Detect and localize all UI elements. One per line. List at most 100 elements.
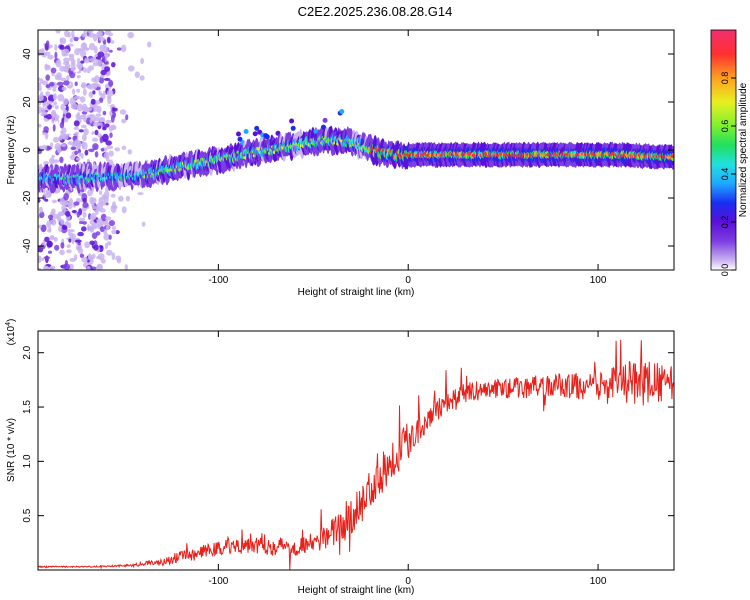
noise-blob	[82, 221, 87, 225]
noise-blob	[102, 46, 109, 53]
noise-blob	[66, 249, 72, 254]
noise-blob	[92, 137, 99, 142]
noise-blob	[97, 51, 105, 58]
noise-blob	[63, 263, 70, 270]
noise-blob	[79, 253, 85, 259]
noise-blob	[106, 210, 113, 217]
noise-blob	[90, 98, 96, 105]
noise-blob	[59, 121, 65, 129]
noise-blob	[46, 240, 53, 248]
noise-blob	[38, 206, 43, 213]
ridge-scatter	[237, 136, 243, 142]
noise-blob	[49, 81, 55, 87]
noise-blob	[81, 103, 88, 112]
noise-blob	[65, 210, 71, 217]
noise-blob	[43, 256, 51, 260]
noise-blob	[44, 192, 51, 199]
colorbar-tick-label: 0.2	[720, 216, 730, 229]
noise-blob	[94, 129, 99, 136]
snr-scale-exp: 4	[5, 322, 12, 326]
noise-blob	[48, 250, 52, 254]
noise-blob	[60, 242, 65, 249]
noise-blob	[53, 101, 57, 106]
noise-blob	[100, 258, 106, 264]
noise-blob	[44, 101, 50, 107]
noise-blob	[50, 67, 57, 74]
noise-blob	[38, 85, 42, 92]
snr-xlabel: Height of straight line (km)	[298, 585, 415, 596]
noise-blob	[42, 239, 46, 247]
noise-blob	[42, 132, 47, 136]
noise-blob	[70, 68, 76, 72]
noise-blob	[82, 197, 87, 204]
noise-blob	[38, 224, 42, 229]
noise-blob	[124, 264, 128, 270]
noise-blob	[84, 241, 90, 249]
noise-blob	[108, 79, 114, 87]
noise-blob	[108, 150, 114, 157]
noise-blob	[82, 134, 87, 142]
noise-blob	[38, 94, 44, 101]
noise-blob	[127, 32, 135, 39]
noise-blob	[61, 204, 67, 211]
noise-blob	[50, 109, 57, 118]
svg-text:(x104): (x104)	[5, 319, 17, 346]
noise-blob	[57, 146, 62, 154]
noise-blob	[74, 239, 82, 243]
noise-blob	[80, 83, 87, 88]
noise-blob	[86, 114, 94, 119]
snr-scale-close: )	[6, 319, 17, 322]
noise-blob	[94, 151, 99, 158]
noise-blob	[45, 40, 50, 46]
noise-blob	[55, 59, 62, 68]
noise-blob	[39, 211, 45, 219]
noise-blob	[76, 103, 84, 112]
noise-blob	[107, 37, 111, 44]
noise-blob	[47, 228, 52, 233]
snr-ylabel: SNR (10 * v/v)	[6, 418, 17, 482]
noise-blob	[112, 107, 118, 112]
noise-blob	[62, 134, 69, 140]
colorbar-tick-label: 0.0	[720, 264, 730, 277]
noise-blob	[52, 213, 60, 219]
noise-blob	[82, 202, 89, 208]
noise-blob	[60, 103, 66, 111]
noise-blob	[102, 110, 107, 116]
noise-blob	[59, 156, 64, 163]
noise-blob	[100, 74, 105, 79]
ridge-scatter	[289, 118, 295, 124]
noise-blob	[63, 193, 69, 201]
noise-blob	[52, 159, 60, 164]
noise-blob	[48, 44, 53, 49]
ridge-cell-3	[670, 154, 674, 158]
noise-blob	[77, 57, 81, 64]
noise-blob	[88, 253, 92, 259]
noise-blob	[95, 210, 99, 215]
noise-blob	[89, 226, 94, 233]
noise-blob	[62, 109, 68, 115]
noise-blob	[81, 226, 87, 232]
noise-blob	[49, 142, 54, 148]
noise-blob	[115, 230, 120, 235]
noise-blob	[103, 77, 111, 81]
noise-blob	[89, 42, 96, 51]
noise-blob	[52, 124, 56, 132]
noise-blob	[64, 30, 70, 38]
noise-blob	[38, 123, 42, 128]
chart-title: C2E2.2025.236.08.28.G14	[298, 4, 453, 19]
noise-blob	[38, 267, 42, 270]
noise-blob	[99, 226, 105, 233]
ridge-scatter	[254, 125, 260, 131]
noise-blob	[38, 82, 42, 87]
noise-blob	[103, 233, 111, 241]
noise-blob	[44, 198, 49, 202]
noise-blob	[65, 112, 72, 119]
ridge-scatter	[243, 129, 249, 134]
noise-blob	[52, 88, 57, 92]
noise-blob	[71, 209, 77, 214]
noise-blob	[88, 32, 95, 38]
noise-blob	[74, 131, 79, 136]
snr-series-line	[38, 339, 674, 570]
noise-blob	[106, 145, 114, 150]
spectrogram-ylabel: Frequency (Hz)	[6, 116, 17, 185]
